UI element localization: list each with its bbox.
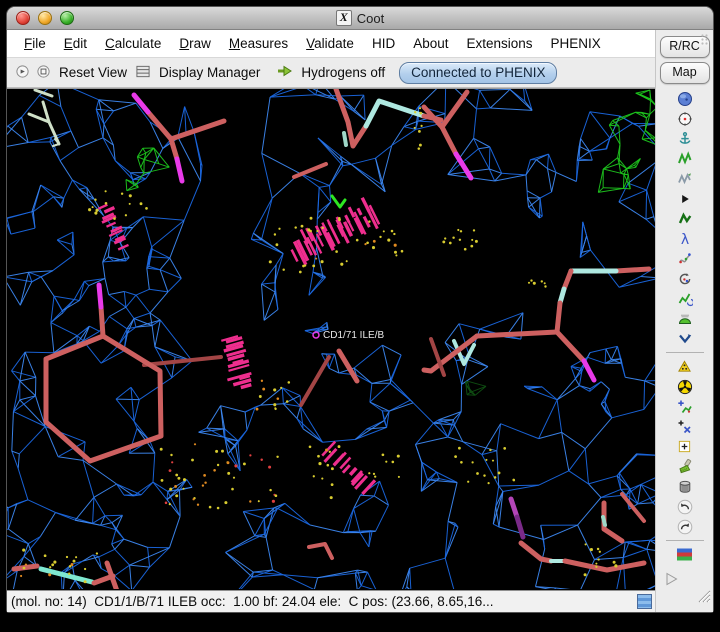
flip-sidechain-icon[interactable] [674,309,696,328]
flip-peptide-icon[interactable] [674,329,696,348]
jiggle-fit-icon[interactable] [674,357,696,376]
menu-phenix[interactable]: PHENIX [550,36,601,51]
window-title: Coot [356,10,385,26]
edit-chi-angles-icon[interactable] [674,289,696,308]
minimize-button[interactable] [38,11,52,25]
delete-bucket-icon[interactable] [674,477,696,496]
menu-hid[interactable]: HID [371,36,396,51]
menu-validate[interactable]: Validate [306,36,354,51]
globe-icon[interactable] [674,89,696,108]
menu-calculate[interactable]: Calculate [105,36,162,51]
auto-fit-rotamer-icon[interactable] [674,249,696,268]
display-manager-icon[interactable] [135,64,151,82]
radiation-icon[interactable] [674,377,696,396]
connected-to-phenix-button[interactable]: Connected to PHENIX [399,61,558,84]
menu-draw[interactable]: Draw [179,36,211,51]
menu-edit[interactable]: Edit [63,36,88,51]
menu-file[interactable]: File [24,36,46,51]
menu-about[interactable]: About [413,36,449,51]
flag-icon[interactable] [674,545,696,564]
status-text: (mol. no: 14) CD1/1/B/71 ILEB occ: 1.00 … [11,594,494,609]
toolbar-toggle-1-icon[interactable] [15,64,30,82]
separator [665,352,704,353]
statusbar: (mol. no: 14) CD1/1/B/71 ILEB occ: 1.00 … [7,590,656,612]
brush-icon[interactable] [674,457,696,476]
rrc-button[interactable]: R/RC [659,36,710,58]
reset-view-button[interactable]: Reset View [59,65,128,80]
anchor-icon[interactable] [674,129,696,148]
gl-canvas[interactable]: CD1/71 ILE/B [0,79,682,626]
hydrogens-arrow-icon[interactable] [276,64,293,81]
regularize-zigzag-icon[interactable] [674,169,696,188]
place-atom-icon[interactable] [674,437,696,456]
play-icon[interactable] [663,571,679,592]
resize-grip-icon[interactable] [696,588,711,608]
add-alt-conf-icon[interactable] [674,417,696,436]
undo-icon[interactable] [674,497,696,516]
menu-measures[interactable]: Measures [228,36,289,51]
map-button[interactable]: Map [659,62,710,84]
menubar: File Edit Calculate Draw Measures Valida… [7,30,656,57]
coot-window: X Coot File Edit Calculate Draw Measures… [0,7,713,626]
rotamer-loop-icon[interactable] [674,269,696,288]
recenter-target-icon[interactable] [674,109,696,128]
atom-label: CD1/71 ILE/B [323,330,384,341]
status-scroll-chip[interactable] [637,594,653,609]
fixed-atoms-icon[interactable] [674,189,696,208]
svg-text:λ: λ [680,232,688,247]
add-terminal-residue-icon[interactable] [674,397,696,416]
x11-icon: X [335,10,352,26]
separator [665,540,704,541]
hydrogens-toggle-button[interactable]: Hydrogens off [301,65,386,80]
toolbar: Reset View Display Manager Hydrogens off… [7,57,656,88]
close-button[interactable] [16,11,30,25]
grip-dots-icon[interactable] [700,33,709,51]
display-manager-button[interactable]: Display Manager [159,65,261,80]
rotate-translate-icon[interactable]: λ [674,229,696,248]
zoom-button[interactable] [60,11,74,25]
side-toolbar: R/RC Map λ [655,30,713,612]
menu-extensions[interactable]: Extensions [466,36,533,51]
rigid-body-icon[interactable] [674,209,696,228]
refine-zigzag-icon[interactable] [674,149,696,168]
redo-icon[interactable] [674,517,696,536]
toolbar-toggle-2-icon[interactable] [36,64,51,82]
titlebar[interactable]: X Coot [7,7,713,30]
